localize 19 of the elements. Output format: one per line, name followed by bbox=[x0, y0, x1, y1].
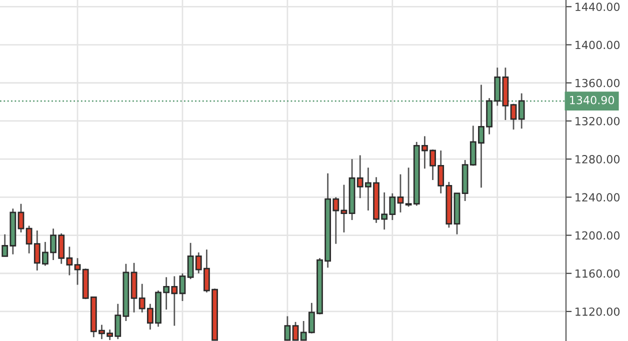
y-tick-label: 1320.00 bbox=[576, 116, 620, 126]
candlestick bbox=[18, 203, 24, 234]
y-tick-label: 1400.00 bbox=[576, 40, 620, 50]
candlestick bbox=[284, 316, 291, 341]
candlestick bbox=[179, 272, 186, 302]
y-tick-label: 1120.00 bbox=[576, 307, 620, 316]
ref-line-label: 1340.90 bbox=[570, 96, 614, 104]
candlestick bbox=[397, 174, 404, 214]
candlestick bbox=[74, 257, 81, 286]
candlestick bbox=[292, 321, 299, 341]
y-tick-label: 1160.00 bbox=[576, 269, 620, 278]
y-tick-label: 1440.00 bbox=[576, 2, 620, 12]
y-tick-label: 1280.00 bbox=[576, 155, 620, 164]
candlestick bbox=[340, 184, 348, 234]
y-tick-label: 1360.00 bbox=[576, 78, 620, 88]
candlestick bbox=[510, 103, 517, 130]
candlestick bbox=[187, 242, 194, 280]
y-tick-label: 1240.00 bbox=[576, 193, 620, 202]
y-tick-label: 1200.00 bbox=[576, 231, 620, 240]
